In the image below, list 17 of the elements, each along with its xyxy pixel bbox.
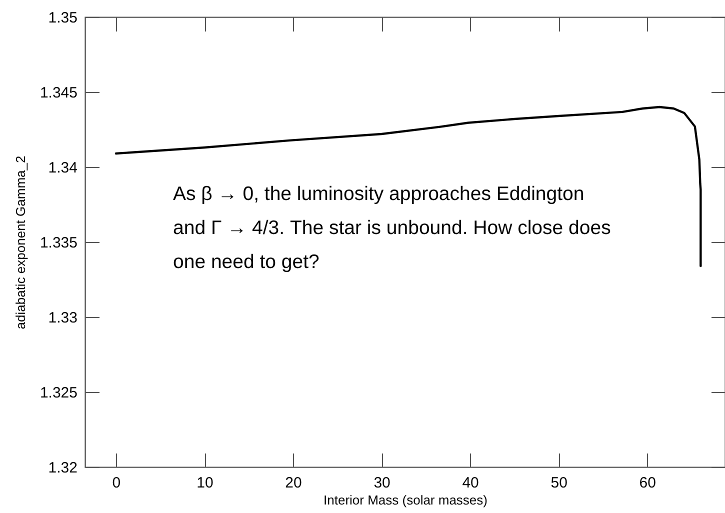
x-tick-label: 0	[112, 474, 121, 492]
x-tick-label: 30	[374, 474, 390, 492]
x-tick-label: 40	[462, 474, 479, 492]
y-tick-label: 1.34	[48, 160, 78, 176]
y-tick-label: 1.325	[40, 384, 78, 402]
y-tick-label: 1.35	[48, 10, 78, 26]
y-tick-label: 1.335	[40, 234, 78, 252]
y-axis-title: adiabatic exponent Gamma_2	[12, 156, 28, 330]
x-tick-label: 10	[196, 474, 214, 492]
x-tick-label: 20	[285, 474, 302, 492]
annotation: As β → 0, the luminosity approaches Eddington and Γ → 4/3. The star is unbound. How close does one need to get?	[173, 183, 612, 273]
x-tick-label: 60	[639, 474, 656, 492]
y-tick-label: 1.32	[48, 460, 78, 476]
y-tick-label: 1.33	[48, 310, 78, 326]
x-axis-title: Interior Mass (solar masses)	[324, 492, 488, 508]
y-tick-label: 1.345	[40, 84, 78, 102]
x-tick-label: 50	[550, 474, 568, 492]
